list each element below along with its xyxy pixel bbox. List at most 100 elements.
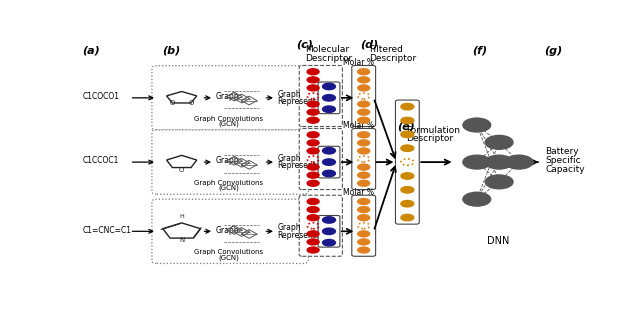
Circle shape — [358, 239, 370, 245]
Text: (GCN): (GCN) — [218, 254, 239, 261]
Circle shape — [358, 132, 370, 138]
Circle shape — [307, 77, 319, 83]
Circle shape — [358, 101, 370, 107]
FancyBboxPatch shape — [300, 195, 342, 256]
Circle shape — [358, 148, 370, 154]
Circle shape — [358, 215, 370, 221]
FancyBboxPatch shape — [318, 215, 340, 247]
Circle shape — [358, 180, 370, 186]
Circle shape — [323, 106, 335, 112]
Circle shape — [307, 117, 319, 123]
Circle shape — [323, 228, 335, 235]
Text: Graph: Graph — [216, 226, 239, 235]
Circle shape — [323, 83, 335, 90]
Text: N: N — [179, 237, 184, 243]
FancyBboxPatch shape — [300, 128, 342, 189]
Circle shape — [401, 145, 414, 152]
Circle shape — [401, 103, 414, 110]
Circle shape — [358, 69, 370, 75]
Text: Graph: Graph — [277, 154, 301, 163]
Text: Molecular: Molecular — [305, 45, 349, 54]
Text: Molar %: Molar % — [343, 58, 374, 67]
Text: Graph Convolutions: Graph Convolutions — [194, 249, 264, 255]
Circle shape — [401, 201, 414, 207]
Circle shape — [463, 155, 491, 169]
Text: O: O — [188, 100, 194, 106]
Text: (b): (b) — [162, 46, 180, 56]
Text: Representation: Representation — [277, 161, 336, 170]
Text: (f): (f) — [472, 46, 487, 56]
FancyBboxPatch shape — [152, 130, 308, 194]
Text: Graph Convolutions: Graph Convolutions — [194, 116, 264, 122]
Text: Graph: Graph — [216, 92, 239, 101]
Circle shape — [307, 180, 319, 186]
Circle shape — [307, 231, 319, 237]
Text: Capacity: Capacity — [545, 165, 585, 174]
Circle shape — [307, 132, 319, 138]
Text: Representation: Representation — [277, 97, 336, 106]
Circle shape — [307, 140, 319, 146]
Text: H: H — [179, 214, 184, 220]
Circle shape — [323, 148, 335, 154]
Circle shape — [401, 187, 414, 193]
Text: (c): (c) — [296, 40, 312, 50]
Circle shape — [307, 85, 319, 91]
FancyBboxPatch shape — [300, 65, 342, 126]
Text: Graph Convolutions: Graph Convolutions — [194, 180, 264, 186]
Circle shape — [358, 247, 370, 253]
Circle shape — [307, 164, 319, 170]
Circle shape — [358, 77, 370, 83]
Text: O: O — [170, 100, 175, 106]
Circle shape — [307, 148, 319, 154]
Text: Graph: Graph — [216, 156, 239, 165]
Circle shape — [323, 170, 335, 177]
Text: Battery: Battery — [545, 147, 579, 156]
Circle shape — [463, 192, 491, 206]
Text: Representation: Representation — [277, 230, 336, 239]
Circle shape — [401, 214, 414, 221]
Text: C1=CNC=C1: C1=CNC=C1 — [83, 226, 131, 235]
Circle shape — [358, 164, 370, 170]
Circle shape — [323, 95, 335, 101]
Circle shape — [485, 135, 513, 149]
FancyBboxPatch shape — [352, 128, 376, 189]
Text: Filtered: Filtered — [369, 45, 403, 54]
Circle shape — [323, 217, 335, 223]
Circle shape — [485, 155, 513, 169]
Text: Descriptor: Descriptor — [406, 134, 454, 143]
Text: (e): (e) — [397, 121, 415, 131]
Circle shape — [323, 239, 335, 246]
Text: (GCN): (GCN) — [218, 121, 239, 127]
Text: (d): (d) — [360, 40, 378, 50]
Text: Specific: Specific — [545, 156, 581, 165]
Text: O: O — [179, 167, 184, 172]
Text: Molar %: Molar % — [343, 188, 374, 197]
Circle shape — [307, 172, 319, 178]
Circle shape — [358, 85, 370, 91]
Circle shape — [401, 131, 414, 138]
Text: (GCN): (GCN) — [218, 185, 239, 191]
Circle shape — [505, 155, 533, 169]
Circle shape — [358, 231, 370, 237]
Circle shape — [401, 173, 414, 179]
Circle shape — [307, 101, 319, 107]
Circle shape — [463, 118, 491, 132]
Circle shape — [307, 198, 319, 204]
Circle shape — [358, 198, 370, 204]
Text: Graph: Graph — [277, 90, 301, 99]
Text: C1CCOC1: C1CCOC1 — [83, 156, 119, 165]
Circle shape — [485, 175, 513, 189]
Text: C1COCO1: C1COCO1 — [83, 92, 120, 101]
FancyBboxPatch shape — [152, 66, 308, 130]
Text: Graph: Graph — [277, 223, 301, 232]
Text: (g): (g) — [544, 46, 562, 56]
Text: DNN: DNN — [487, 236, 509, 246]
Circle shape — [358, 172, 370, 178]
Text: Formulation: Formulation — [406, 126, 460, 134]
Text: Molar %: Molar % — [343, 121, 374, 130]
FancyBboxPatch shape — [396, 100, 419, 224]
FancyBboxPatch shape — [352, 65, 376, 126]
Circle shape — [307, 239, 319, 245]
Text: (a): (a) — [83, 46, 100, 56]
Text: Descriptor: Descriptor — [369, 54, 416, 63]
